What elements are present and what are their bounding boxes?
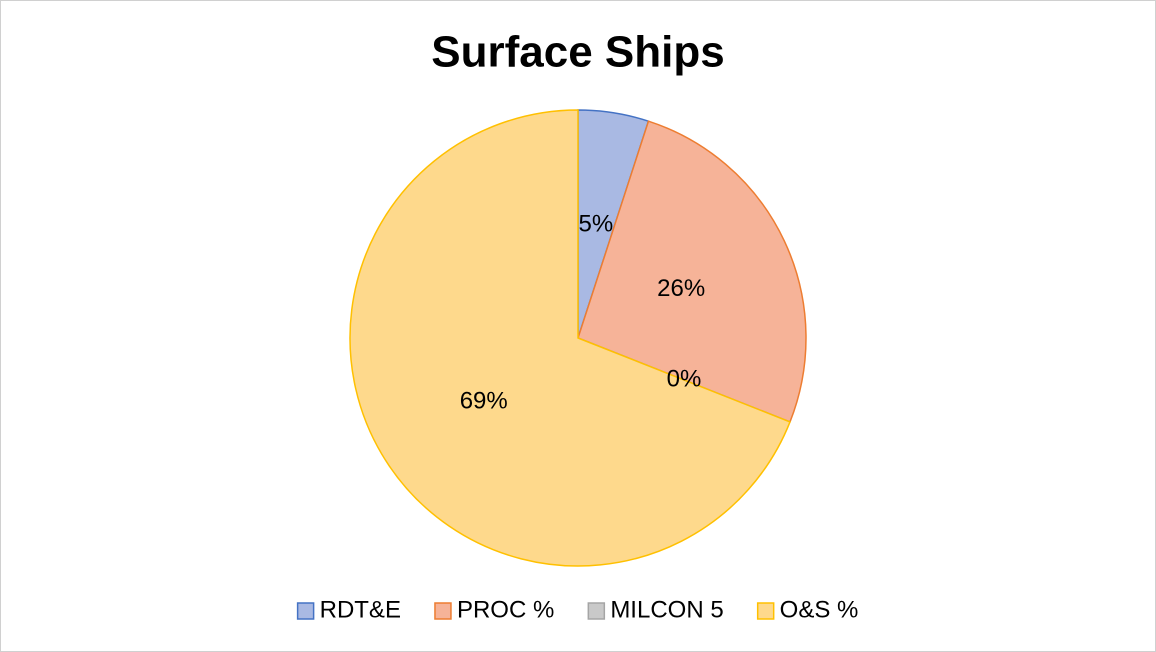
pie-slice [577, 120, 807, 423]
data-label: 5% [578, 211, 613, 238]
data-label: 69% [460, 387, 508, 414]
legend-swatch [756, 602, 775, 620]
pie-slice [349, 109, 791, 567]
data-label: 26% [657, 275, 705, 302]
data-label: 0% [667, 365, 702, 392]
legend-label: O&S % [780, 596, 859, 623]
legend-label: RDT&E [320, 596, 401, 623]
legend-swatch [434, 602, 452, 620]
legend-swatch [587, 602, 606, 620]
chart-title: Surface Ships [431, 28, 724, 77]
legend-label: MILCON 5 [610, 596, 723, 623]
legend-swatch [296, 602, 315, 620]
legend-label: PROC % [457, 596, 554, 623]
